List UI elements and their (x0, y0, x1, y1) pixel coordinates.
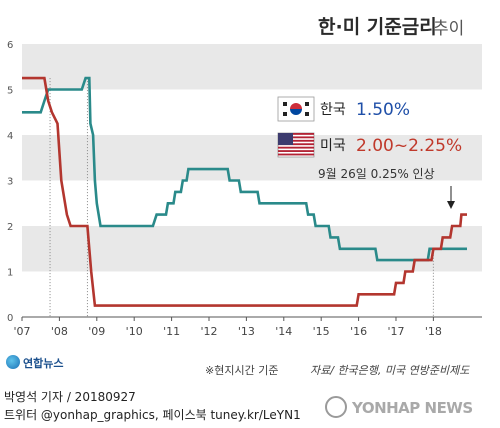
x-tick-8: '15 (313, 325, 330, 338)
x-tick-5: '12 (200, 325, 217, 338)
x-tick-4: '11 (163, 325, 180, 338)
band-2 (22, 226, 482, 272)
usa-flag-stripe-4 (278, 146, 314, 149)
band-0 (22, 44, 482, 90)
usa-flag-canton (278, 133, 293, 145)
korea-flag-trigram-1 (305, 102, 309, 106)
x-tick-6: '13 (238, 325, 255, 338)
annotation-text: 9월 26일 0.25% 인상 (318, 167, 435, 181)
x-tick-2: '09 (88, 325, 105, 338)
x-tick-0: '07 (13, 325, 30, 338)
legend-us-name: 미국 (320, 138, 346, 154)
series-line-korea (22, 76, 467, 262)
legend-us-rate: 2.00~2.25% (356, 136, 462, 156)
yonhap-logo: 연합뉴스 (6, 353, 86, 373)
yonhap-logo-text: 연합뉴스 (23, 357, 64, 370)
usa-flag-stripe-6 (278, 153, 314, 156)
usa-flag-stripe-2 (278, 139, 314, 142)
korea-flag-trigram-0 (283, 102, 287, 106)
y-tick-0: 0 (7, 313, 13, 324)
watermark-text: YONHAP NEWS (352, 399, 473, 417)
chart-subtitle: 추이 (433, 19, 465, 39)
source-note: 자료/ 한국은행, 미국 연방준비제도 (310, 364, 470, 377)
chart-title: 한·미 기준금리 (318, 16, 437, 38)
usa-flag-stripe-5 (278, 150, 314, 152)
yonhap-logo-icon (6, 355, 20, 369)
usa-flag-stripe-3 (278, 143, 314, 146)
legend-korea-name: 한국 (320, 102, 346, 118)
y-tick-2: 2 (7, 222, 13, 233)
series-line-us (22, 76, 467, 307)
yonhap-watermark-icon (325, 396, 347, 418)
x-tick-1: '08 (51, 325, 68, 338)
korea-flag-trigram-2 (283, 112, 287, 116)
x-tick-11: '18 (425, 325, 442, 338)
y-tick-6: 6 (7, 40, 13, 51)
x-tick-3: '10 (126, 325, 143, 338)
korea-flag-taegeuk (290, 103, 302, 115)
usa-flag-stripe-0 (278, 133, 314, 135)
y-tick-5: 5 (7, 86, 13, 97)
social-links: 트위터 @yonhap_graphics, 페이스북 tuney.kr/LeYN… (4, 408, 301, 422)
byline: 박영석 기자 / 20180927 (4, 390, 136, 404)
usa-flag-stripe-1 (278, 136, 314, 139)
y-tick-4: 4 (7, 131, 13, 142)
annotation-arrow-head (447, 201, 455, 209)
watermark: YONHAP NEWS (325, 395, 495, 421)
legend-korea-rate: 1.50% (356, 100, 410, 120)
korea-flag-trigram-3 (305, 112, 309, 116)
y-tick-3: 3 (7, 177, 13, 188)
band-1 (22, 135, 482, 181)
timezone-note: ※현지시간 기준 (205, 364, 279, 377)
x-tick-9: '16 (350, 325, 367, 338)
x-tick-7: '14 (275, 325, 292, 338)
y-tick-1: 1 (7, 268, 13, 279)
x-tick-10: '17 (387, 325, 404, 338)
rate-chart: 0 1 2 3 4 5 6 '07 '08 '09 '10 '11 '12 '13 '14 '15 '16 '17… (7, 40, 482, 338)
